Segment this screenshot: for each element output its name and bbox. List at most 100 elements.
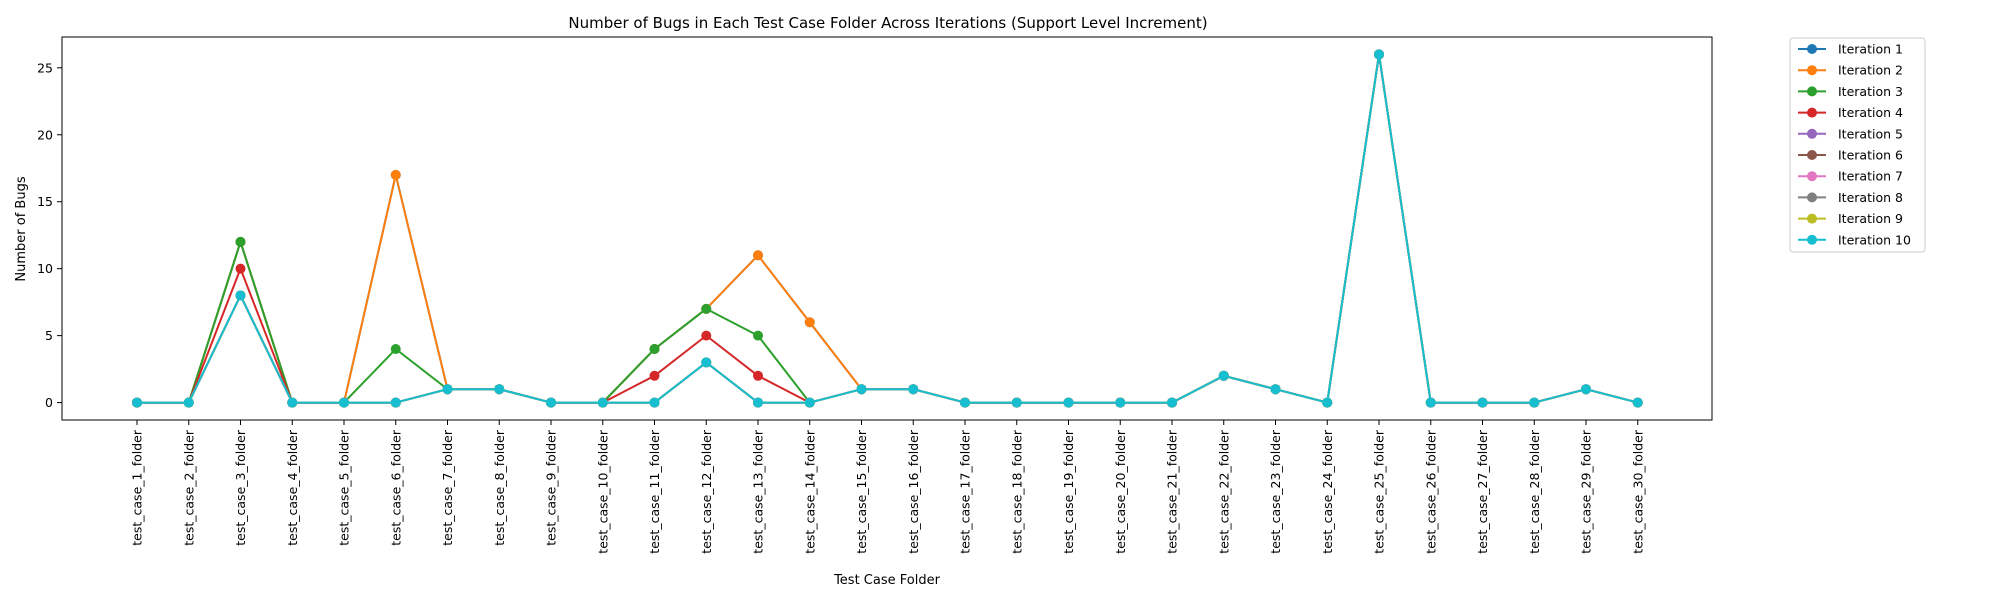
- data-point: [235, 290, 246, 301]
- plot-frame: [61, 36, 1713, 421]
- x-axis-label: Test Case Folder: [833, 573, 941, 588]
- data-point: [442, 384, 453, 395]
- series-4: [132, 49, 1643, 408]
- y-tick-label: 15: [37, 194, 53, 209]
- x-tick-label: test_case_7_folder: [440, 429, 455, 546]
- series-line: [137, 53, 1639, 404]
- legend-label: Iteration 5: [1838, 126, 1903, 141]
- x-tick-label: test_case_8_folder: [492, 429, 507, 546]
- x-tick-label: test_case_24_folder: [1320, 429, 1335, 554]
- data-point: [804, 397, 815, 408]
- data-point: [753, 250, 763, 261]
- y-tick-label: 25: [37, 60, 53, 75]
- data-point: [1322, 397, 1333, 408]
- legend-item: Iteration 8: [1798, 190, 1903, 205]
- x-tick-label: test_case_21_folder: [1165, 429, 1180, 554]
- series-line: [137, 53, 1639, 404]
- x-tick-label: test_case_25_folder: [1372, 429, 1387, 554]
- plot-area: [132, 49, 1643, 408]
- x-tick-label: test_case_26_folder: [1423, 429, 1438, 554]
- x-tick-label: test_case_10_folder: [595, 429, 610, 554]
- legend-item: Iteration 10: [1798, 232, 1911, 247]
- data-point: [1477, 397, 1488, 408]
- legend-item: Iteration 6: [1798, 148, 1903, 163]
- x-tick-label: test_case_2_folder: [181, 429, 196, 546]
- y-tick-label: 20: [37, 127, 53, 142]
- legend-item: Iteration 7: [1798, 169, 1903, 184]
- legend-item: Iteration 4: [1798, 105, 1903, 120]
- legend-label: Iteration 8: [1838, 190, 1903, 205]
- data-point: [1011, 397, 1022, 408]
- x-tick-label: test_case_1_folder: [130, 429, 145, 546]
- data-point: [546, 397, 556, 408]
- series-7: [132, 49, 1643, 408]
- y-tick-label: 0: [45, 395, 53, 410]
- data-point: [1270, 384, 1281, 395]
- chart-title: Number of Bugs in Each Test Case Folder …: [568, 14, 1207, 32]
- x-tick-label: test_case_11_folder: [647, 429, 662, 554]
- legend-label: Iteration 2: [1838, 63, 1903, 78]
- data-point: [649, 344, 660, 355]
- x-tick-label: test_case_9_folder: [544, 429, 559, 546]
- x-tick-label: test_case_22_folder: [1216, 429, 1231, 554]
- data-point: [753, 330, 763, 341]
- legend-label: Iteration 3: [1838, 84, 1903, 99]
- data-point: [339, 397, 349, 408]
- series-2: [132, 49, 1643, 408]
- legend-item: Iteration 5: [1798, 126, 1903, 141]
- data-point: [1063, 397, 1074, 408]
- legend-swatch-marker: [1807, 192, 1817, 203]
- data-point: [1425, 397, 1436, 408]
- series-1: [132, 49, 1643, 408]
- x-tick-label: test_case_19_folder: [1061, 429, 1076, 554]
- x-tick-label: test_case_13_folder: [751, 429, 766, 554]
- series-6: [132, 49, 1643, 408]
- legend-item: Iteration 9: [1798, 211, 1903, 226]
- x-tick-label: test_case_20_folder: [1113, 429, 1128, 554]
- y-axis-label: Number of Bugs: [14, 176, 29, 281]
- data-point: [494, 384, 505, 395]
- legend-swatch-marker: [1807, 86, 1817, 97]
- y-tick-label: 10: [37, 261, 53, 276]
- data-point: [183, 397, 194, 408]
- series-line: [137, 53, 1639, 404]
- series-9: [132, 49, 1643, 408]
- x-tick-label: test_case_6_folder: [388, 429, 403, 546]
- data-point: [1115, 397, 1126, 408]
- series-5: [132, 49, 1643, 408]
- legend-item: Iteration 3: [1798, 84, 1903, 99]
- legend-label: Iteration 1: [1838, 42, 1903, 57]
- series-line: [137, 53, 1639, 404]
- x-tick-label: test_case_5_folder: [337, 429, 352, 546]
- data-point: [908, 384, 919, 395]
- legend-swatch-marker: [1807, 150, 1817, 160]
- data-point: [390, 397, 401, 408]
- legend-swatch-marker: [1807, 65, 1817, 76]
- data-point: [1167, 397, 1177, 408]
- y-axis: 0 5 10 15 20 25: [37, 60, 62, 410]
- data-point: [649, 397, 660, 408]
- x-tick-label: test_case_29_folder: [1579, 429, 1594, 554]
- data-point: [1374, 49, 1384, 60]
- data-point: [1632, 397, 1643, 408]
- data-point: [235, 236, 246, 247]
- x-tick-label: test_case_27_folder: [1475, 429, 1490, 554]
- data-point: [132, 397, 142, 408]
- x-tick-label: test_case_17_folder: [958, 429, 973, 554]
- data-point: [753, 397, 763, 408]
- legend: Iteration 1 Iteration 2 Iteration 3 Iterati…: [1789, 37, 1926, 253]
- y-tick-label: 5: [45, 328, 53, 343]
- legend-swatch-marker: [1807, 44, 1817, 54]
- x-tick-label: test_case_12_folder: [699, 429, 714, 554]
- data-point: [701, 357, 712, 368]
- data-point: [1529, 397, 1540, 408]
- data-point: [287, 397, 298, 408]
- x-tick-label: test_case_3_folder: [233, 429, 248, 546]
- data-point: [701, 330, 712, 341]
- series-line: [137, 53, 1639, 404]
- x-tick-label: test_case_18_folder: [1009, 429, 1024, 554]
- x-tick-label: test_case_16_folder: [906, 429, 921, 554]
- legend-label: Iteration 6: [1838, 148, 1903, 163]
- series-line: [137, 53, 1639, 404]
